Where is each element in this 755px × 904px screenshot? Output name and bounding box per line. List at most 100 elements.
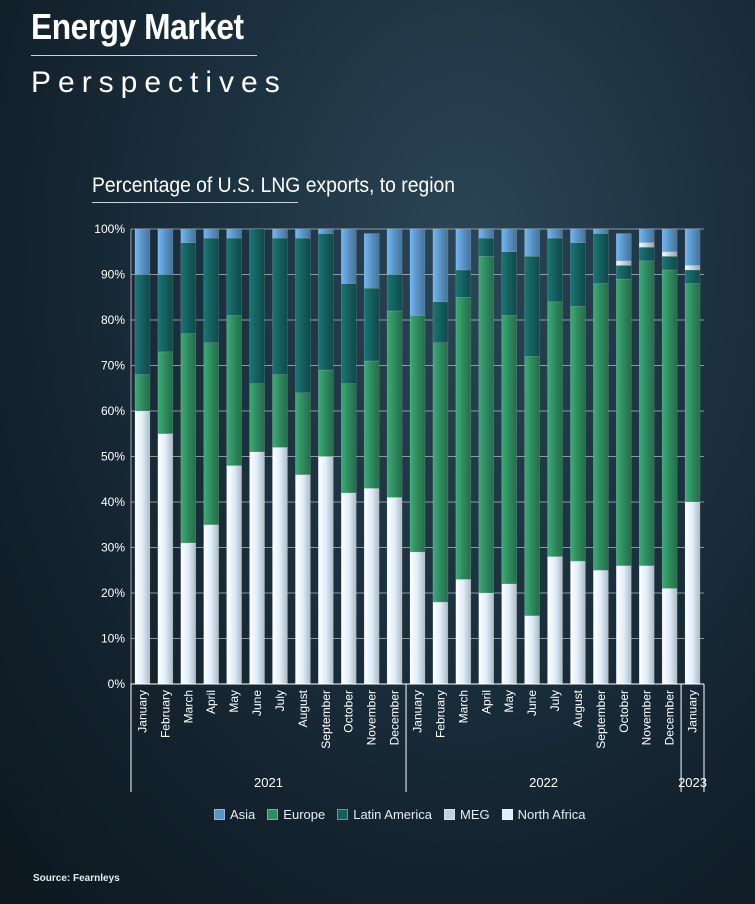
- x-tick-label: April: [204, 690, 218, 714]
- bar-segment-europe: [134, 374, 151, 412]
- bar-segment-north-africa: [547, 556, 563, 685]
- bar-segment-north-africa: [134, 410, 151, 685]
- chart-title-underline: [92, 202, 298, 203]
- bar-segment-asia: [134, 228, 151, 275]
- x-tick-label: March: [456, 690, 470, 723]
- bar-segment-europe: [432, 342, 449, 603]
- bar-segment-asia: [593, 228, 609, 234]
- bar-segment-meg: [684, 265, 701, 271]
- bar-segment-north-africa: [684, 501, 701, 685]
- bar-segment-europe: [684, 283, 701, 503]
- bar-segment-asia: [570, 228, 586, 243]
- bar-segment-north-africa: [180, 542, 197, 685]
- bar-segment-north-africa: [501, 583, 517, 685]
- year-label: 2021: [254, 775, 283, 790]
- x-tick-label: August: [571, 689, 585, 727]
- y-tick-label: 40%: [101, 495, 125, 509]
- bar-segment-asia: [386, 228, 403, 275]
- bar-segment-latin-america: [386, 274, 403, 312]
- x-tick-label: July: [273, 690, 287, 711]
- y-tick-label: 100%: [94, 222, 125, 236]
- legend-item-meg: MEG: [443, 807, 490, 822]
- bar-segment-latin-america: [203, 237, 219, 344]
- bar-segment-latin-america: [478, 237, 495, 257]
- year-label: 2023: [678, 775, 707, 790]
- bar-segment-north-africa: [478, 592, 495, 685]
- x-tick-label: September: [594, 690, 608, 749]
- bar-segment-europe: [661, 269, 678, 589]
- legend-label-asia: Asia: [230, 807, 256, 822]
- bar-segment-asia: [409, 228, 426, 316]
- bar-segment-asia: [478, 228, 495, 239]
- y-tick-label: 90%: [101, 268, 125, 282]
- bar-segment-asia: [455, 228, 472, 271]
- x-tick-label: January: [135, 690, 149, 733]
- bar-segment-latin-america: [593, 233, 609, 284]
- x-tick-label: June: [250, 690, 264, 716]
- bar-segment-north-africa: [226, 465, 242, 685]
- x-tick-label: November: [365, 690, 379, 745]
- bar-segment-europe: [501, 315, 517, 585]
- year-label: 2022: [529, 775, 558, 790]
- x-tick-label: June: [525, 690, 539, 716]
- bar-segment-north-africa: [432, 601, 449, 685]
- bar-segment-europe: [638, 260, 655, 566]
- bar-segment-north-africa: [272, 447, 288, 685]
- bar-segment-latin-america: [318, 233, 334, 371]
- bar-segment-europe: [386, 310, 403, 498]
- x-tick-label: September: [319, 690, 333, 749]
- chart-legend: Asia Europe Latin America MEG North Afri…: [214, 807, 586, 822]
- bar-segment-meg: [638, 242, 655, 248]
- bar-segment-asia: [684, 228, 701, 266]
- bar-segment-latin-america: [684, 269, 701, 284]
- bar-segment-asia: [661, 228, 678, 252]
- bar-segment-europe: [157, 351, 174, 435]
- legend-swatch-meg: [443, 809, 455, 820]
- bar-segment-europe: [363, 360, 380, 489]
- x-tick-label: March: [181, 690, 195, 723]
- legend-swatch-latin-america: [337, 809, 349, 820]
- y-tick-label: 50%: [101, 450, 125, 464]
- legend-item-latin-america: Latin America: [337, 807, 432, 822]
- bar-segment-north-africa: [340, 492, 357, 685]
- x-tick-label: November: [640, 690, 654, 745]
- header-divider: [31, 55, 257, 56]
- bar-segment-europe: [570, 306, 586, 562]
- bar-segment-europe: [318, 369, 334, 457]
- bar-segment-europe: [478, 256, 495, 594]
- bar-segment-europe: [593, 283, 609, 571]
- header-title: Energy Market: [31, 6, 244, 47]
- header-subtitle: Perspectives: [31, 66, 287, 99]
- bar-segment-europe: [295, 392, 311, 475]
- bar-segment-latin-america: [157, 274, 174, 353]
- bar-segment-asia: [501, 228, 517, 252]
- bar-segment-latin-america: [455, 269, 472, 298]
- bar-segment-latin-america: [638, 246, 655, 262]
- x-tick-label: January: [686, 690, 700, 733]
- bar-segment-europe: [180, 333, 197, 544]
- y-tick-label: 70%: [101, 359, 125, 373]
- legend-swatch-europe: [267, 809, 279, 820]
- x-tick-label: January: [411, 690, 425, 733]
- bar-segment-europe: [340, 383, 357, 494]
- y-tick-label: 80%: [101, 313, 125, 327]
- x-tick-label: February: [433, 690, 447, 738]
- legend-item-europe: Europe: [267, 807, 325, 822]
- legend-item-north-africa: North Africa: [501, 807, 586, 822]
- x-tick-label: April: [479, 690, 493, 714]
- bar-segment-north-africa: [638, 565, 655, 685]
- bar-segment-north-africa: [203, 524, 219, 685]
- bar-segment-north-africa: [157, 433, 174, 685]
- bar-segment-asia: [180, 228, 197, 243]
- source-note: Source: Fearnleys: [33, 873, 120, 884]
- bar-segment-latin-america: [363, 287, 380, 362]
- x-tick-label: October: [617, 690, 631, 733]
- bar-segment-latin-america: [432, 301, 449, 343]
- y-tick-label: 30%: [101, 541, 125, 555]
- bar-segment-asia: [547, 228, 563, 239]
- x-tick-label: December: [388, 690, 402, 745]
- bar-segment-asia: [203, 228, 219, 239]
- x-tick-label: August: [296, 689, 310, 727]
- legend-label-north-africa: North Africa: [517, 807, 586, 822]
- bar-segment-latin-america: [180, 242, 197, 334]
